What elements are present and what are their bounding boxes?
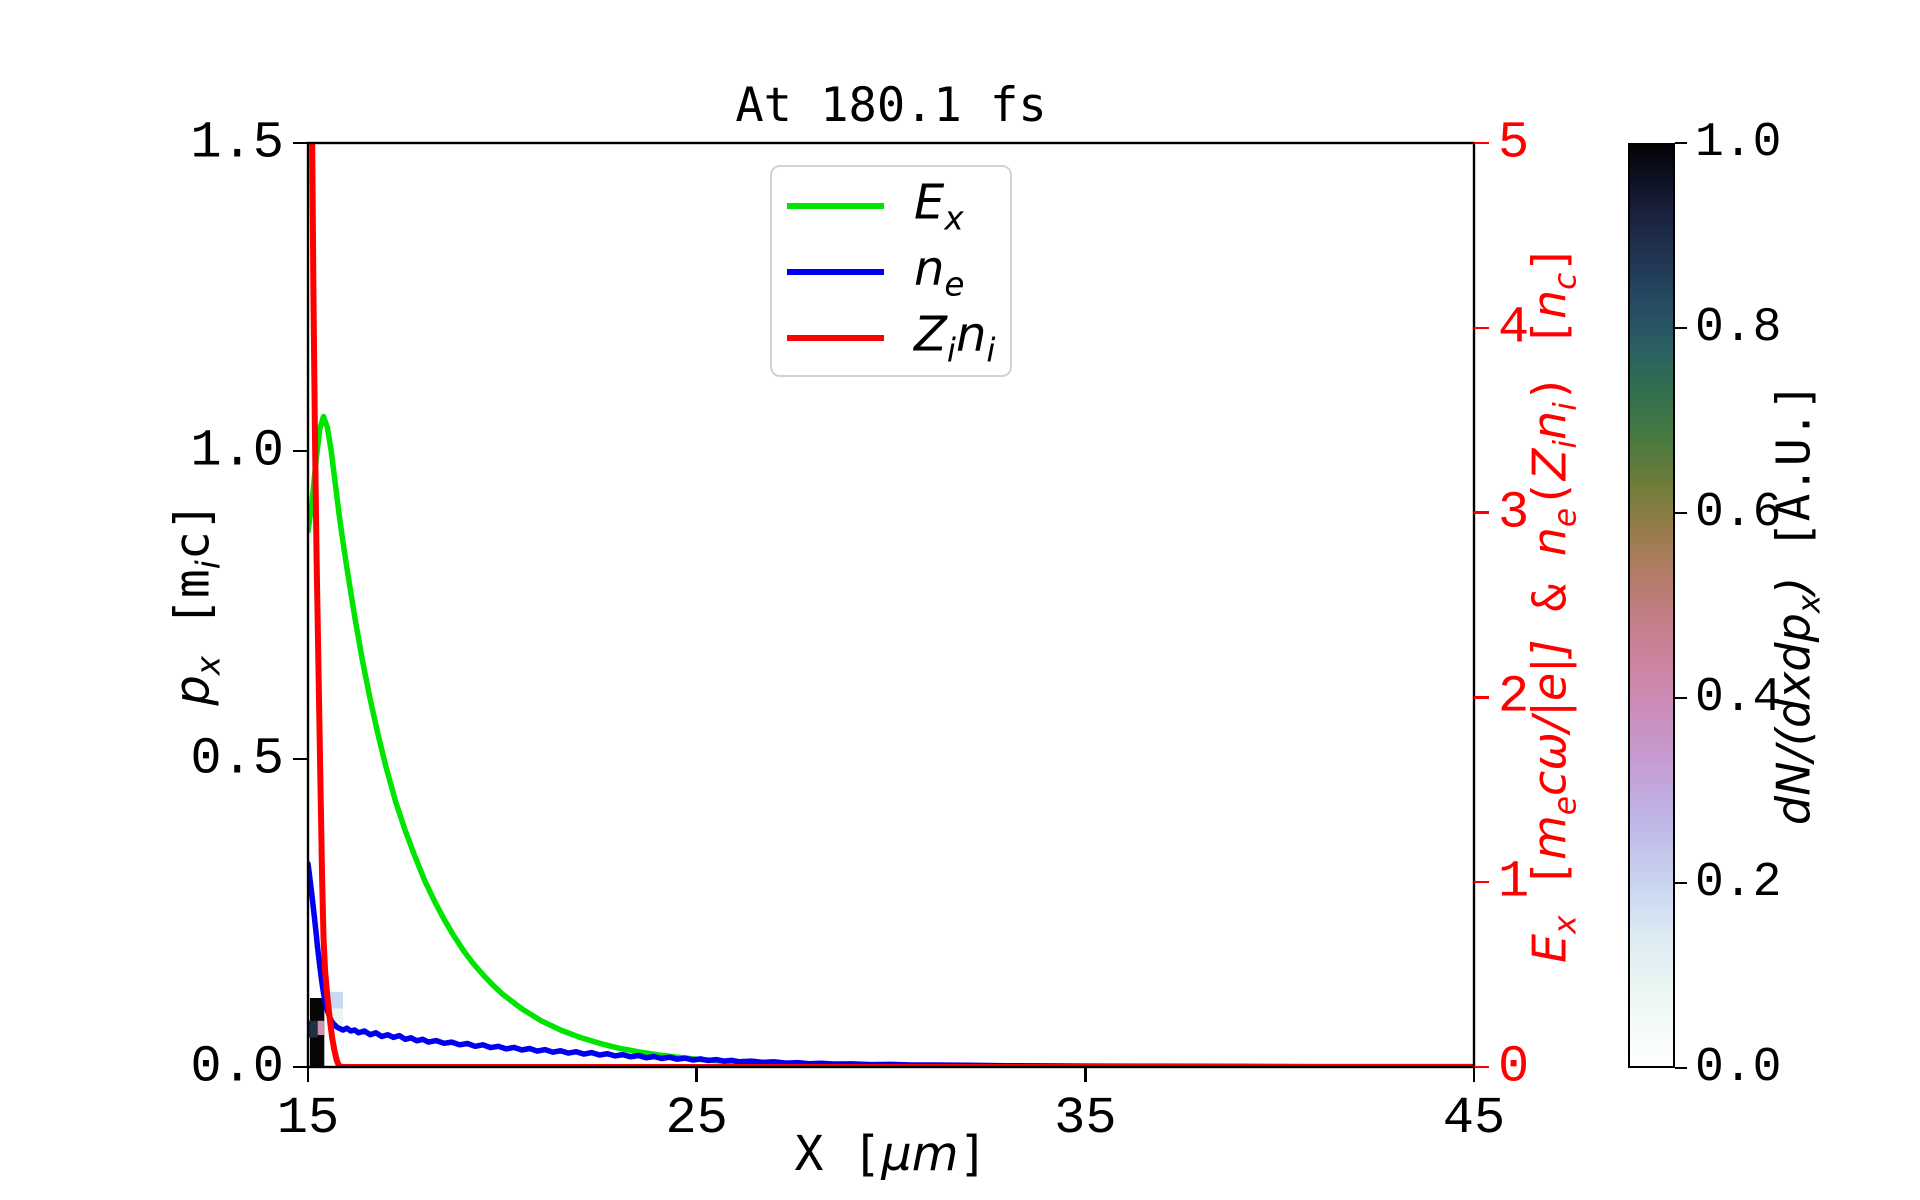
y-right-tick-label: 1 bbox=[1498, 852, 1530, 912]
colorbar-label: dN/(dxdpx) [A.U.] bbox=[1766, 382, 1828, 826]
x-tick-label: 45 bbox=[1442, 1089, 1506, 1148]
colorbar-tick-mark bbox=[1675, 1067, 1687, 1069]
y-axis-left-label: px [mic] bbox=[164, 502, 228, 706]
x-tick-mark bbox=[306, 1067, 310, 1082]
legend-item-ex: Ex bbox=[772, 173, 1010, 239]
y-left-tick-mark bbox=[293, 757, 308, 761]
colorbar-tick-label: 0.4 bbox=[1695, 671, 1782, 725]
curve-ne bbox=[308, 860, 1474, 1067]
x-tick-mark bbox=[695, 1067, 698, 1082]
ylabel-p: p bbox=[164, 675, 221, 706]
x-tick-mark bbox=[1084, 1067, 1087, 1082]
legend-line-ex bbox=[787, 203, 884, 209]
phase-space-block bbox=[308, 1020, 318, 1038]
colorbar-tick-label: 0.8 bbox=[1695, 301, 1782, 355]
y-right-tick-label: 3 bbox=[1498, 483, 1530, 543]
colorbar-tick-label: 1.0 bbox=[1695, 116, 1782, 170]
colorbar-tick-label: 0.2 bbox=[1695, 856, 1782, 910]
y-left-tick-mark bbox=[293, 449, 308, 453]
y-right-tick-mark bbox=[1474, 511, 1489, 514]
curve-ex bbox=[308, 413, 1474, 1067]
x-tick-label: 35 bbox=[1054, 1089, 1117, 1148]
y-right-tick-mark bbox=[1474, 1065, 1489, 1069]
y-left-tick-label: 1.0 bbox=[190, 421, 284, 481]
legend-item-zini: Zini bbox=[772, 305, 1010, 371]
y-left-tick-mark bbox=[293, 1065, 308, 1069]
legend: Ex ne Zini bbox=[770, 165, 1012, 377]
legend-item-ne: ne bbox=[772, 239, 1010, 305]
x-axis-label: X [μm] bbox=[794, 1126, 988, 1182]
y-right-tick-mark bbox=[1474, 696, 1489, 699]
colorbar-tick-label: 0.6 bbox=[1695, 486, 1782, 540]
y-right-tick-label: 0 bbox=[1498, 1037, 1530, 1097]
y-left-tick-label: 1.5 bbox=[190, 113, 284, 173]
y-right-tick-mark bbox=[1474, 881, 1489, 884]
y-axis-right-label: Ex [mecω/|e|] & ne(Zini) [nc] bbox=[1522, 244, 1584, 964]
y-left-tick-mark bbox=[293, 141, 308, 145]
y-right-tick-label: 4 bbox=[1498, 298, 1530, 358]
phase-space-block bbox=[327, 991, 343, 1009]
y-left-tick-label: 0.0 bbox=[190, 1037, 284, 1097]
legend-line-zini bbox=[787, 335, 884, 341]
colorbar-tick-mark bbox=[1675, 697, 1687, 699]
y-right-tick-mark bbox=[1474, 326, 1489, 329]
colorbar bbox=[1628, 143, 1675, 1068]
y-right-tick-label: 5 bbox=[1498, 113, 1530, 173]
curve-zini bbox=[309, 143, 1474, 1067]
x-tick-label: 15 bbox=[276, 1089, 340, 1148]
phase-space-block bbox=[317, 1020, 325, 1035]
y-right-tick-mark bbox=[1474, 141, 1489, 145]
y-left-tick-label: 0.5 bbox=[190, 729, 284, 789]
legend-line-ne bbox=[787, 269, 884, 275]
axes-spines bbox=[306, 141, 1476, 1069]
colorbar-tick-mark bbox=[1675, 327, 1687, 329]
colorbar-tick-mark bbox=[1675, 142, 1687, 144]
colorbar-tick-mark bbox=[1675, 512, 1687, 514]
y-right-tick-label: 2 bbox=[1498, 667, 1530, 727]
plot-title: At 180.1 fs bbox=[735, 78, 1047, 133]
colorbar-tick-mark bbox=[1675, 882, 1687, 884]
colorbar-tick-label: 0.0 bbox=[1695, 1041, 1782, 1095]
x-tick-mark bbox=[1472, 1067, 1476, 1082]
x-tick-label: 25 bbox=[665, 1089, 728, 1148]
